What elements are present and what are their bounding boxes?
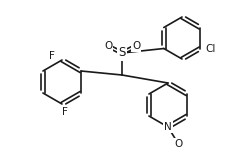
Text: S: S [118,46,126,59]
Text: O: O [104,41,112,51]
Text: O: O [174,139,182,149]
Text: N: N [164,122,172,132]
Text: F: F [62,107,68,117]
Text: O: O [132,41,140,51]
Text: Cl: Cl [205,44,215,54]
Text: F: F [49,51,55,61]
